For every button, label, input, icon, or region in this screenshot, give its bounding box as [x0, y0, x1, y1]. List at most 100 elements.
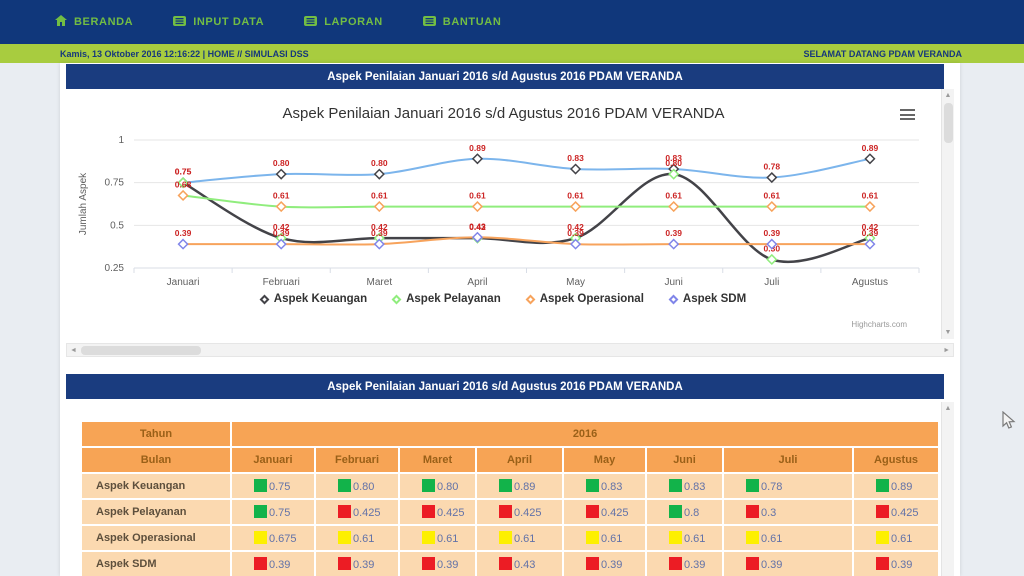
- data-label: 0.61: [469, 191, 486, 201]
- chart-menu-icon[interactable]: [900, 109, 915, 121]
- content-container: Aspek Penilaian Januari 2016 s/d Agustus…: [60, 63, 960, 576]
- cell-value: 0.39: [684, 559, 706, 571]
- scroll-up-icon[interactable]: ▲: [944, 92, 952, 99]
- scroll-right-icon[interactable]: ►: [943, 346, 950, 354]
- x-tick-label: Februari: [263, 277, 300, 287]
- data-label: 0.39: [567, 228, 584, 238]
- data-point-marker[interactable]: [864, 153, 876, 165]
- value-cell: 0.39: [854, 552, 939, 576]
- nav-item-laporan[interactable]: LAPORAN: [304, 15, 383, 29]
- data-point-marker[interactable]: [766, 171, 778, 184]
- data-label: 0.78: [764, 162, 781, 172]
- data-point-marker[interactable]: [373, 168, 385, 180]
- cell-value: 0.61: [514, 533, 536, 545]
- cell-value: 0.425: [601, 507, 629, 519]
- row-label: Aspek Pelayanan: [82, 500, 230, 524]
- data-point-marker[interactable]: [766, 238, 778, 250]
- scrollbar-thumb[interactable]: [81, 346, 201, 355]
- legend-item-keuangan[interactable]: Aspek Keuangan: [259, 293, 367, 305]
- x-tick-label: Agustus: [852, 277, 888, 287]
- assessment-table: Tahun 2016 Bulan Januari Februari Maret Apr…: [80, 420, 940, 576]
- data-label: 0.68: [175, 179, 192, 189]
- cell-value: 0.39: [353, 559, 375, 571]
- data-point-marker[interactable]: [471, 153, 483, 165]
- nav-item-beranda[interactable]: BERANDA: [55, 15, 133, 29]
- data-point-marker[interactable]: [373, 238, 385, 250]
- horizontal-scrollbar[interactable]: ◄ ►: [66, 343, 954, 357]
- data-point-marker[interactable]: [275, 200, 287, 213]
- data-point-marker[interactable]: [177, 189, 189, 202]
- data-point-marker[interactable]: [177, 177, 189, 189]
- red-status-icon: [422, 557, 435, 570]
- vertical-scrollbar[interactable]: ▲: [941, 402, 954, 576]
- yellow-status-icon: [254, 531, 267, 544]
- month-header: Juni: [647, 448, 722, 472]
- data-point-marker[interactable]: [275, 168, 287, 180]
- data-point-marker[interactable]: [177, 238, 189, 250]
- data-label: 0.75: [175, 167, 192, 177]
- scroll-up-icon[interactable]: ▲: [944, 405, 952, 412]
- data-point-marker[interactable]: [570, 163, 582, 175]
- data-point-marker[interactable]: [766, 200, 778, 213]
- legend-item-operasional[interactable]: Aspek Operasional: [525, 293, 644, 305]
- data-label: 0.39: [371, 228, 388, 238]
- row-label: Aspek Operasional: [82, 526, 230, 550]
- cell-value: 0.8: [684, 507, 700, 519]
- scroll-down-icon[interactable]: ▼: [944, 329, 952, 336]
- data-point-marker[interactable]: [570, 238, 582, 250]
- data-point-marker[interactable]: [373, 200, 385, 213]
- data-label: 0.39: [273, 228, 290, 238]
- highcharts-credit[interactable]: Highcharts.com: [851, 320, 907, 329]
- value-cell: 0.3: [724, 500, 852, 524]
- data-point-marker[interactable]: [668, 200, 680, 213]
- table-year-row: Tahun 2016: [82, 422, 939, 446]
- cell-value: 0.89: [891, 481, 913, 493]
- data-point-marker[interactable]: [766, 253, 778, 266]
- value-cell: 0.75: [232, 500, 314, 524]
- month-header: Agustus: [854, 448, 939, 472]
- cell-value: 0.425: [437, 507, 465, 519]
- scroll-left-icon[interactable]: ◄: [70, 346, 77, 354]
- year-value-header: 2016: [232, 422, 939, 446]
- legend-label: Aspek SDM: [682, 293, 747, 305]
- data-label: 0.75: [175, 167, 192, 177]
- cell-value: 0.75: [269, 507, 291, 519]
- green-status-icon: [669, 505, 682, 518]
- value-cell: 0.39: [400, 552, 475, 576]
- cell-value: 0.425: [891, 507, 919, 519]
- welcome-text: SELAMAT DATANG PDAM VERANDA: [803, 48, 963, 59]
- row-label: Aspek SDM: [82, 552, 230, 576]
- data-label: 0.61: [764, 191, 781, 201]
- green-status-icon: [422, 479, 435, 492]
- cell-value: 0.61: [601, 533, 623, 545]
- scrollbar-thumb[interactable]: [944, 103, 953, 143]
- legend-item-pelayanan[interactable]: Aspek Pelayanan: [391, 293, 501, 305]
- data-label: 0.61: [862, 191, 879, 201]
- legend-item-sdm[interactable]: Aspek SDM: [668, 293, 747, 305]
- diamond-icon: [668, 294, 679, 304]
- nav-label: LAPORAN: [324, 16, 383, 28]
- data-point-marker[interactable]: [275, 238, 287, 250]
- data-point-marker[interactable]: [864, 238, 876, 250]
- month-header: Januari: [232, 448, 314, 472]
- nav-item-bantuan[interactable]: BANTUAN: [422, 15, 502, 29]
- diamond-icon: [259, 294, 270, 304]
- data-point-marker[interactable]: [864, 200, 876, 213]
- cell-value: 0.3: [761, 507, 777, 519]
- cell-value: 0.78: [761, 481, 783, 493]
- data-point-marker[interactable]: [668, 168, 680, 180]
- data-point-marker[interactable]: [471, 200, 483, 213]
- vertical-scrollbar[interactable]: ▲ ▼: [941, 89, 954, 339]
- cell-value: 0.61: [891, 533, 913, 545]
- legend-label: Aspek Pelayanan: [406, 293, 501, 305]
- data-point-marker[interactable]: [471, 231, 483, 243]
- green-status-icon: [254, 479, 267, 492]
- value-cell: 0.80: [400, 474, 475, 498]
- yellow-status-icon: [338, 531, 351, 544]
- data-label: 0.61: [371, 191, 388, 201]
- cell-value: 0.425: [353, 507, 381, 519]
- nav-item-input-data[interactable]: INPUT DATA: [173, 15, 264, 29]
- table-row: Aspek Operasional 0.675 0.61 0.61 0.61 0.61 0.…: [82, 526, 939, 550]
- data-point-marker[interactable]: [570, 200, 582, 213]
- data-point-marker[interactable]: [668, 238, 680, 250]
